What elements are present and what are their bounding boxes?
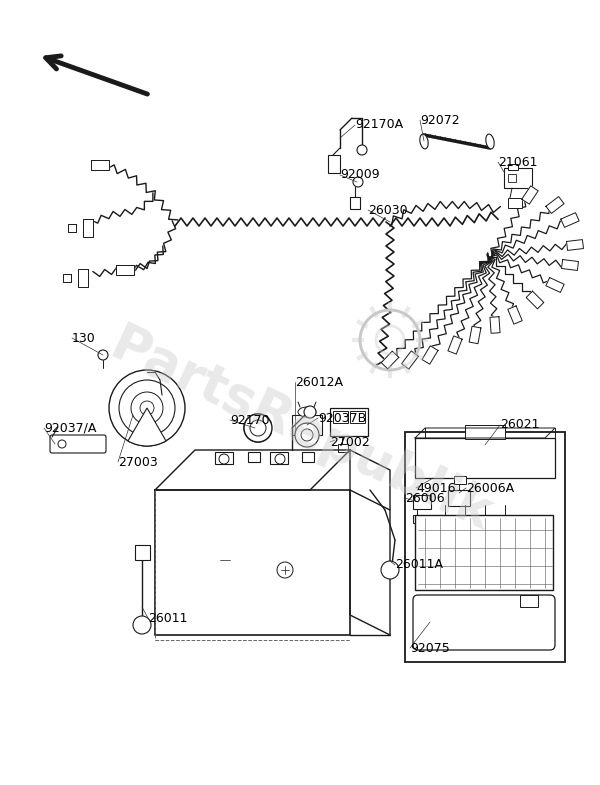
Polygon shape: [63, 274, 71, 282]
Text: 92037/A: 92037/A: [44, 422, 97, 435]
Circle shape: [277, 562, 293, 578]
Text: 27003: 27003: [118, 455, 158, 469]
Text: 92037B: 92037B: [318, 411, 366, 425]
Text: 26030: 26030: [368, 203, 407, 217]
Polygon shape: [68, 224, 76, 232]
Text: 26011A: 26011A: [395, 558, 443, 571]
Bar: [508, 198, 522, 208]
Bar: [350, 411, 365, 423]
Bar: [135, 545, 150, 560]
Polygon shape: [116, 265, 134, 275]
Circle shape: [58, 440, 66, 448]
Text: 130: 130: [72, 331, 96, 345]
Text: PartsRepublik: PartsRepublik: [101, 319, 499, 542]
Text: 49016: 49016: [416, 481, 455, 495]
Bar: [333, 411, 348, 423]
Circle shape: [357, 145, 367, 155]
Ellipse shape: [486, 134, 494, 149]
Polygon shape: [350, 450, 390, 635]
Circle shape: [353, 177, 363, 187]
Polygon shape: [526, 291, 544, 309]
Polygon shape: [448, 336, 462, 354]
Bar: [508, 174, 516, 182]
Bar: [270, 452, 288, 464]
Bar: [405, 432, 565, 662]
Text: 26011: 26011: [148, 612, 187, 625]
Bar: [413, 515, 423, 523]
Text: 92170A: 92170A: [355, 119, 403, 132]
Polygon shape: [469, 327, 481, 344]
Polygon shape: [546, 196, 564, 214]
Bar: [292, 415, 322, 435]
Circle shape: [119, 380, 175, 436]
Wedge shape: [128, 408, 166, 446]
Polygon shape: [490, 316, 500, 334]
Circle shape: [140, 401, 154, 415]
Polygon shape: [561, 213, 579, 228]
Bar: [215, 452, 233, 464]
Text: 92075: 92075: [410, 641, 450, 655]
Circle shape: [133, 616, 151, 634]
Bar: [330, 408, 368, 436]
Ellipse shape: [298, 407, 316, 417]
Bar: [248, 452, 260, 462]
Polygon shape: [83, 219, 93, 237]
Circle shape: [131, 392, 163, 424]
Bar: [504, 168, 532, 188]
Polygon shape: [422, 346, 438, 364]
Bar: [415, 438, 555, 478]
Circle shape: [381, 561, 399, 579]
Text: 92009: 92009: [340, 169, 380, 181]
Polygon shape: [562, 260, 578, 271]
Bar: [155, 490, 350, 635]
Bar: [350, 197, 360, 209]
Bar: [454, 476, 466, 484]
Text: 26006A: 26006A: [466, 481, 514, 495]
Polygon shape: [566, 239, 583, 250]
Bar: [338, 444, 348, 452]
Polygon shape: [91, 160, 109, 170]
Circle shape: [244, 414, 272, 442]
Bar: [508, 164, 518, 170]
Polygon shape: [522, 186, 538, 204]
Text: 26021: 26021: [500, 418, 539, 432]
Circle shape: [250, 420, 266, 436]
Bar: [520, 595, 538, 607]
Polygon shape: [78, 269, 88, 287]
FancyBboxPatch shape: [413, 595, 555, 650]
Text: 92072: 92072: [420, 114, 460, 126]
Text: 21061: 21061: [498, 155, 538, 169]
Circle shape: [275, 454, 285, 464]
Circle shape: [98, 350, 108, 360]
FancyBboxPatch shape: [50, 435, 106, 453]
Bar: [415, 515, 553, 590]
Polygon shape: [155, 450, 350, 490]
Circle shape: [219, 454, 229, 464]
Circle shape: [301, 429, 313, 441]
Text: 26006: 26006: [405, 491, 445, 505]
Polygon shape: [546, 278, 564, 293]
Polygon shape: [401, 351, 418, 369]
Bar: [328, 155, 340, 173]
Text: 26012A: 26012A: [295, 375, 343, 389]
Bar: [302, 452, 314, 462]
Polygon shape: [381, 351, 399, 369]
Bar: [465, 425, 505, 439]
Circle shape: [304, 406, 316, 418]
Circle shape: [109, 370, 185, 446]
Bar: [413, 495, 431, 509]
Circle shape: [295, 423, 319, 447]
Text: 92170: 92170: [230, 414, 269, 426]
Bar: [448, 490, 470, 506]
Text: 27002: 27002: [330, 436, 370, 448]
Polygon shape: [508, 306, 522, 324]
Ellipse shape: [420, 134, 428, 149]
